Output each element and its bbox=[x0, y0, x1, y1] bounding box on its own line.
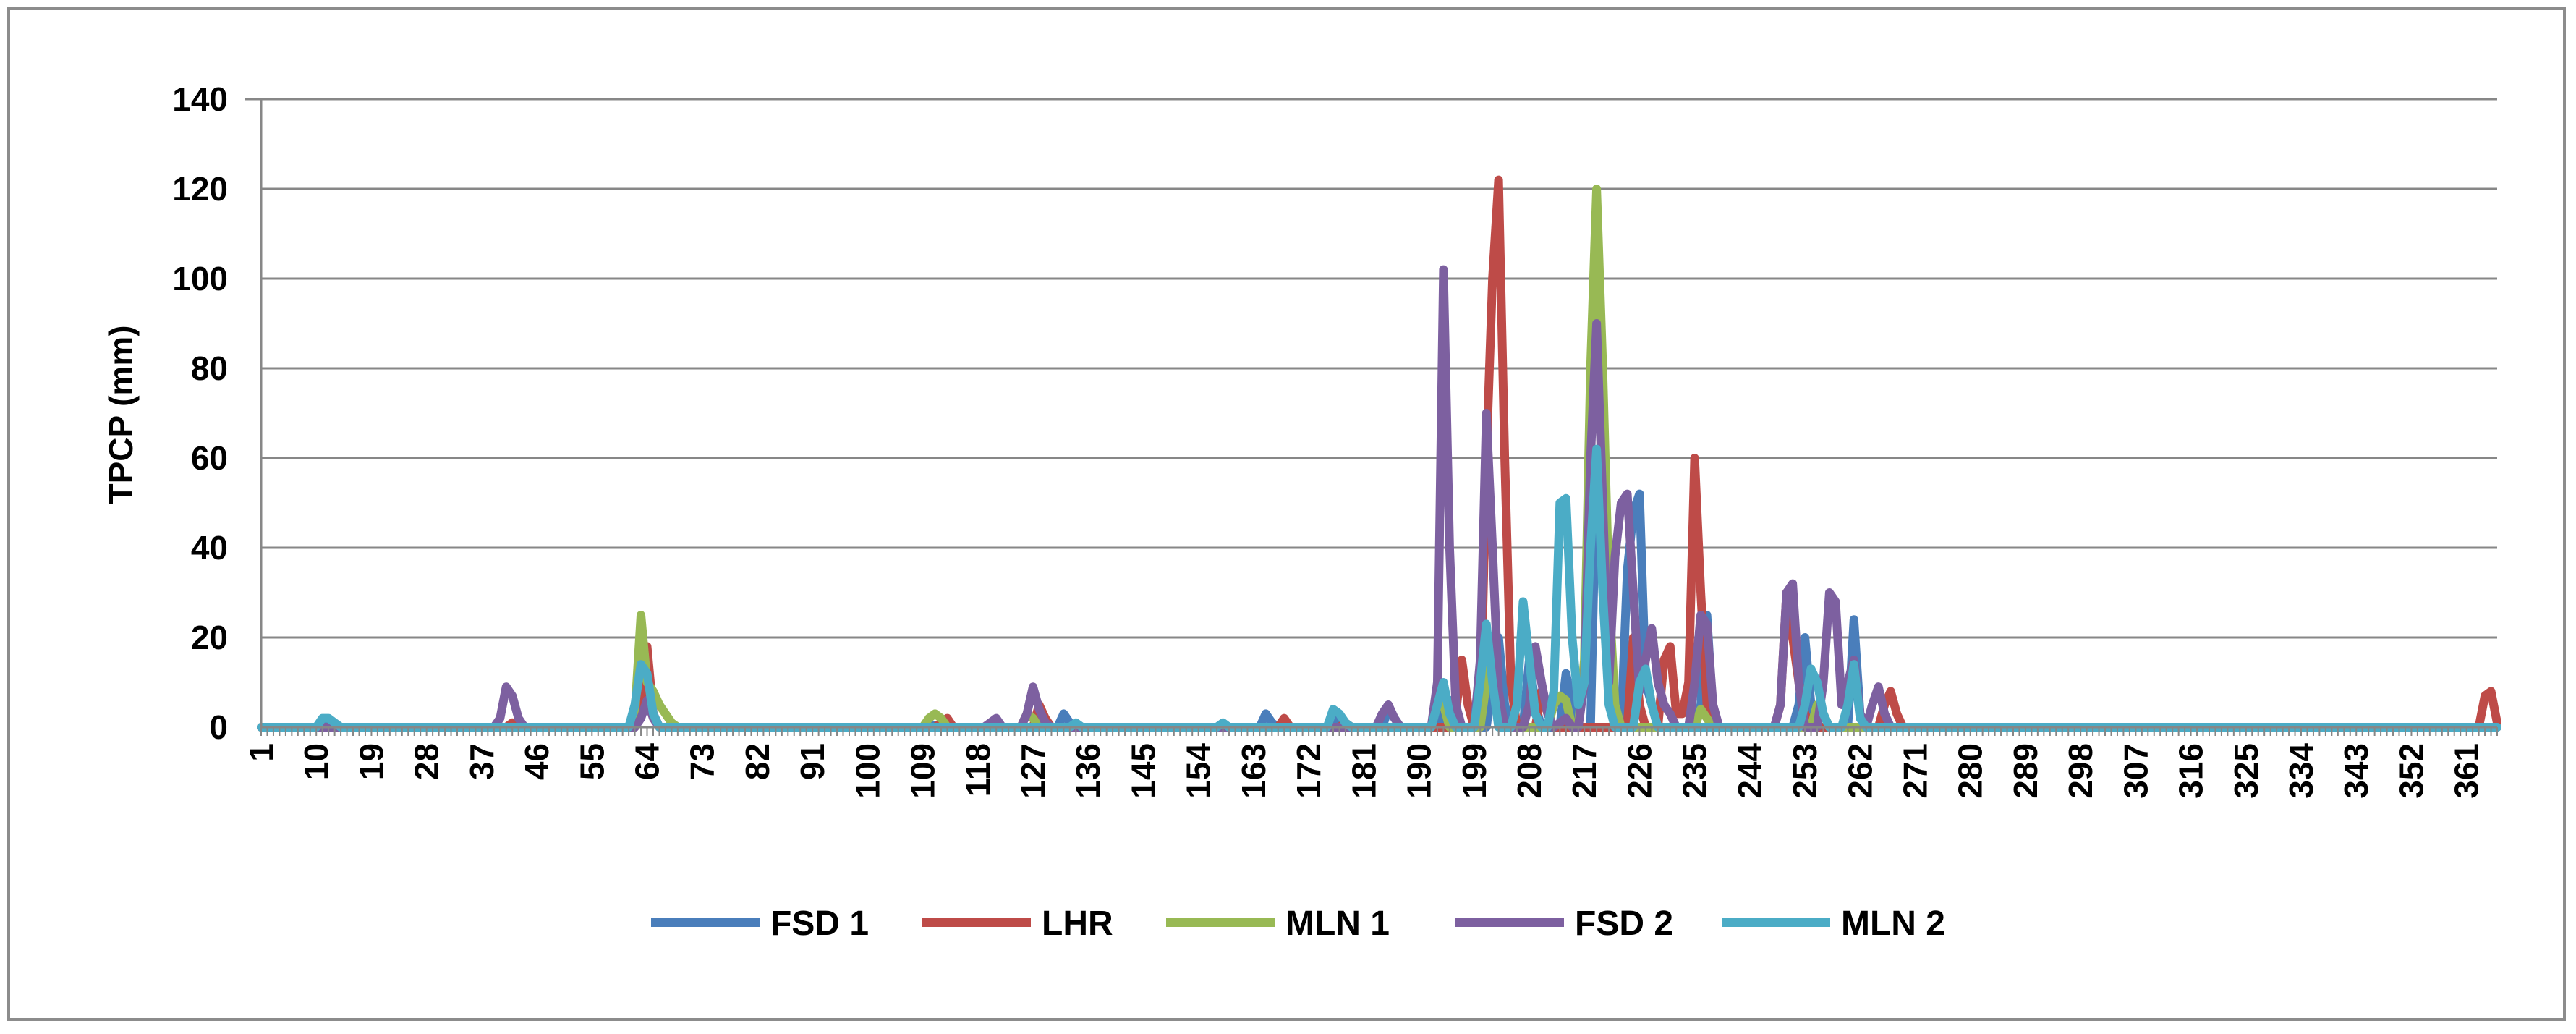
legend-label: MLN 1 bbox=[1285, 904, 1390, 943]
x-tick-label: 190 bbox=[1400, 743, 1438, 799]
x-tick-label: 334 bbox=[2282, 743, 2320, 799]
x-tick-label: 343 bbox=[2337, 743, 2375, 799]
x-tick-label: 73 bbox=[684, 743, 721, 780]
y-tick-label: 120 bbox=[172, 170, 228, 208]
y-axis-label: TPCP (mm) bbox=[102, 325, 140, 504]
y-tick-label: 80 bbox=[191, 349, 228, 387]
y-tick-label: 100 bbox=[172, 260, 228, 297]
axes bbox=[245, 98, 2498, 736]
x-tick-label: 262 bbox=[1841, 743, 1879, 799]
series-line-lhr bbox=[257, 175, 2501, 732]
x-tick-label: 235 bbox=[1676, 743, 1714, 799]
x-tick-label: 1 bbox=[242, 743, 280, 762]
y-tick-label: 20 bbox=[191, 619, 228, 656]
x-tick-label: 37 bbox=[463, 743, 501, 780]
legend-label: MLN 2 bbox=[1841, 904, 1945, 943]
series-line-mln-2 bbox=[257, 444, 2501, 732]
series-line-fsd-1 bbox=[257, 444, 2501, 732]
y-tick-labels: 0 20 40 60 80 100 120 140 bbox=[172, 80, 228, 746]
legend-label: FSD 2 bbox=[1575, 904, 1673, 943]
x-tick-label: 280 bbox=[1952, 743, 1989, 799]
series-line-fsd-2 bbox=[257, 265, 2501, 732]
x-tick-label: 226 bbox=[1620, 743, 1658, 799]
legend: FSD 1 LHR MLN 1 FSD 2 MLN 2 bbox=[651, 904, 1945, 943]
grid-lines bbox=[261, 98, 2497, 639]
legend-label: FSD 1 bbox=[770, 904, 869, 943]
x-tick-label: 100 bbox=[849, 743, 886, 799]
legend-label: LHR bbox=[1042, 904, 1113, 943]
x-tick-label: 55 bbox=[573, 743, 611, 780]
x-tick-label: 253 bbox=[1786, 743, 1824, 799]
x-tick-label: 163 bbox=[1235, 743, 1272, 799]
x-tick-label: 145 bbox=[1124, 743, 1162, 799]
x-tick-label: 208 bbox=[1510, 743, 1548, 799]
x-tick-label: 118 bbox=[959, 743, 997, 797]
x-tick-label: 136 bbox=[1069, 743, 1107, 799]
x-tick-label: 10 bbox=[297, 743, 335, 780]
x-tick-label: 298 bbox=[2062, 743, 2099, 799]
series-lines bbox=[257, 175, 2501, 732]
y-tick-label: 60 bbox=[191, 439, 228, 477]
x-tick-label: 82 bbox=[739, 743, 776, 780]
x-tick-label: 307 bbox=[2117, 743, 2154, 799]
x-tick-label: 154 bbox=[1180, 743, 1217, 799]
y-tick-label: 0 bbox=[209, 708, 228, 746]
x-tick-labels: 1 10 19 28 37 46 55 64 73 82 91 100 109 118 127 136 145 1… bbox=[242, 743, 2486, 799]
x-tick-label: 244 bbox=[1731, 743, 1769, 799]
x-tick-label: 199 bbox=[1455, 743, 1493, 799]
x-tick-label: 109 bbox=[904, 743, 942, 799]
chart-frame bbox=[7, 7, 2566, 1021]
x-tick-label: 64 bbox=[629, 743, 666, 781]
x-tick-label: 127 bbox=[1014, 743, 1052, 799]
x-tick-label: 361 bbox=[2448, 743, 2486, 799]
x-tick-label: 352 bbox=[2392, 743, 2430, 799]
x-tick-label: 172 bbox=[1290, 743, 1327, 799]
x-tick-label: 325 bbox=[2227, 743, 2265, 799]
x-tick-label: 289 bbox=[2007, 743, 2044, 799]
y-tick-label: 40 bbox=[191, 529, 228, 567]
x-tick-label: 217 bbox=[1565, 743, 1603, 799]
x-tick-label: 28 bbox=[408, 743, 446, 780]
y-tick-label: 140 bbox=[172, 80, 228, 118]
x-tick-label: 91 bbox=[794, 743, 831, 780]
x-tick-label: 271 bbox=[1896, 743, 1934, 799]
x-tick-label: 46 bbox=[518, 743, 556, 780]
x-tick-label: 19 bbox=[352, 743, 390, 780]
x-tick-label: 181 bbox=[1345, 743, 1382, 799]
x-tick-label: 316 bbox=[2172, 743, 2210, 799]
